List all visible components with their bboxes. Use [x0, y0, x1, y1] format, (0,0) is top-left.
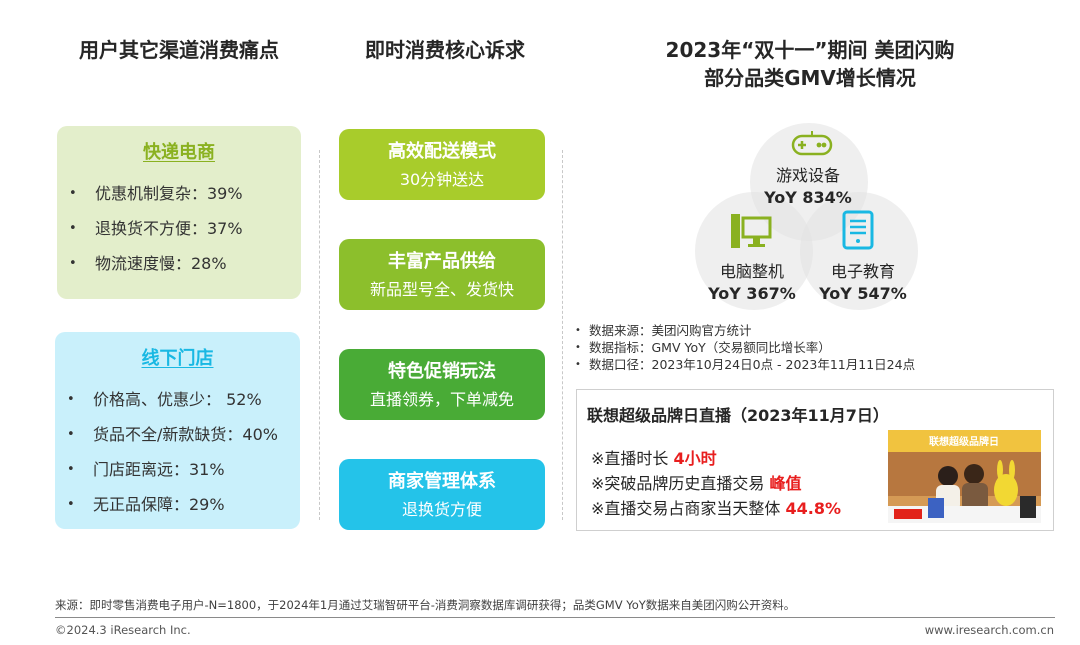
stat-label: ※突破品牌历史直播交易 — [591, 474, 770, 493]
live-stats: ※直播时长 4小时 ※突破品牌历史直播交易 峰值 ※直播交易占商家当天整体 44… — [591, 446, 841, 521]
gmv-title: 2023年“双十一”期间 美团闪购 部分品类GMV增长情况 — [610, 36, 1010, 92]
category-name: 游戏设备 — [775, 166, 840, 185]
list-item: 数据口径：2023年10月24日0点 - 2023年11月11日24点 — [575, 356, 915, 373]
list-item: 数据指标：GMV YoY（交易额同比增长率） — [575, 339, 915, 356]
list-item: 货品不全/新款缺货：40% — [55, 417, 300, 452]
livestream-photo: 联想超级品牌日 — [888, 430, 1041, 523]
list-item: ※直播时长 4小时 — [591, 446, 841, 471]
list-item: 优惠机制复杂：39% — [57, 176, 301, 211]
pain-points-title: 用户其它渠道消费痛点 — [79, 38, 279, 62]
livestream-scene: 联想超级品牌日 — [888, 430, 1041, 523]
venn-label-gaming: 游戏设备 YoY 834% — [753, 165, 863, 209]
gmv-title-line1: 2023年“双十一”期间 美团闪购 — [665, 38, 955, 62]
offline-panel-title: 线下门店 — [141, 348, 214, 369]
ecommerce-pain-panel: 快递电商 优惠机制复杂：39% 退换货不方便：37% 物流速度慢：28% — [57, 126, 301, 299]
stat-value: 44.8% — [785, 499, 842, 518]
offline-pain-list: 价格高、优惠少： 52% 货品不全/新款缺货：40% 门店距离远：31% 无正品… — [55, 382, 300, 522]
website-link[interactable]: www.iresearch.com.cn — [924, 623, 1054, 637]
list-item: 退换货不方便：37% — [57, 211, 301, 246]
list-item: 数据来源：美团闪购官方统计 — [575, 322, 915, 339]
stat-value: 峰值 — [769, 474, 802, 493]
category-yoy: YoY 834% — [764, 188, 852, 207]
source-note: 来源：即时零售消费电子用户-N=1800，于2024年1月通过艾瑞智研平台-消费… — [55, 598, 796, 612]
need-title: 特色促销玩法 — [388, 361, 496, 382]
need-title: 高效配送模式 — [388, 141, 496, 162]
need-card-management: 商家管理体系 退换货方便 — [339, 459, 545, 530]
list-item: 物流速度慢：28% — [57, 246, 301, 281]
column-divider — [319, 150, 320, 520]
data-notes: 数据来源：美团闪购官方统计 数据指标：GMV YoY（交易额同比增长率） 数据口… — [575, 322, 915, 373]
venn-label-education: 电子教育 YoY 547% — [808, 261, 918, 305]
column-divider — [562, 150, 563, 520]
list-item: ※突破品牌历史直播交易 峰值 — [591, 471, 841, 496]
category-name: 电脑整机 — [719, 262, 784, 281]
gmv-category-venn: 游戏设备 YoY 834% 电脑整机 YoY 367% 电子教育 YoY 547… — [690, 120, 930, 320]
category-name: 电子教育 — [830, 262, 895, 281]
need-subtitle: 直播领券，下单减免 — [369, 390, 514, 409]
core-needs-title: 即时消费核心诉求 — [365, 38, 525, 62]
stat-label: ※直播时长 — [591, 449, 674, 468]
list-item: 无正品保障：29% — [55, 487, 300, 522]
need-subtitle: 新品型号全、发货快 — [369, 280, 514, 299]
need-card-promotion: 特色促销玩法 直播领券，下单减免 — [339, 349, 545, 420]
category-yoy: YoY 547% — [819, 284, 907, 303]
stat-value: 4小时 — [673, 449, 717, 468]
ecommerce-pain-list: 优惠机制复杂：39% 退换货不方便：37% 物流速度慢：28% — [57, 176, 301, 281]
offline-pain-panel: 线下门店 价格高、优惠少： 52% 货品不全/新款缺货：40% 门店距离远：31… — [55, 332, 300, 529]
gamepad-icon — [791, 131, 833, 156]
list-item: ※直播交易占商家当天整体 44.8% — [591, 496, 841, 521]
list-item: 门店距离远：31% — [55, 452, 300, 487]
lenovo-live-box: 联想超级品牌日直播（2023年11月7日） ※直播时长 4小时 ※突破品牌历史直… — [576, 389, 1054, 531]
category-yoy: YoY 367% — [708, 284, 796, 303]
tablet-icon — [842, 210, 874, 250]
copyright: ©2024.3 iResearch Inc. — [55, 623, 191, 637]
need-subtitle: 退换货方便 — [401, 500, 482, 519]
list-item: 价格高、优惠少： 52% — [55, 382, 300, 417]
venn-circle — [695, 192, 813, 310]
need-title: 丰富产品供给 — [388, 251, 496, 272]
ecommerce-panel-title: 快递电商 — [143, 142, 215, 163]
need-title: 商家管理体系 — [388, 471, 496, 492]
need-subtitle: 30分钟送达 — [399, 170, 485, 189]
need-card-delivery: 高效配送模式 30分钟送达 — [339, 129, 545, 200]
footer-divider — [55, 617, 1055, 618]
venn-label-computer: 电脑整机 YoY 367% — [697, 261, 807, 305]
computer-icon — [731, 214, 772, 248]
gmv-title-line2: 部分品类GMV增长情况 — [704, 66, 916, 90]
photo-banner-text: 联想超级品牌日 — [929, 435, 999, 448]
live-title: 联想超级品牌日直播（2023年11月7日） — [587, 406, 889, 425]
stat-label: ※直播交易占商家当天整体 — [591, 499, 786, 518]
need-card-products: 丰富产品供给 新品型号全、发货快 — [339, 239, 545, 310]
